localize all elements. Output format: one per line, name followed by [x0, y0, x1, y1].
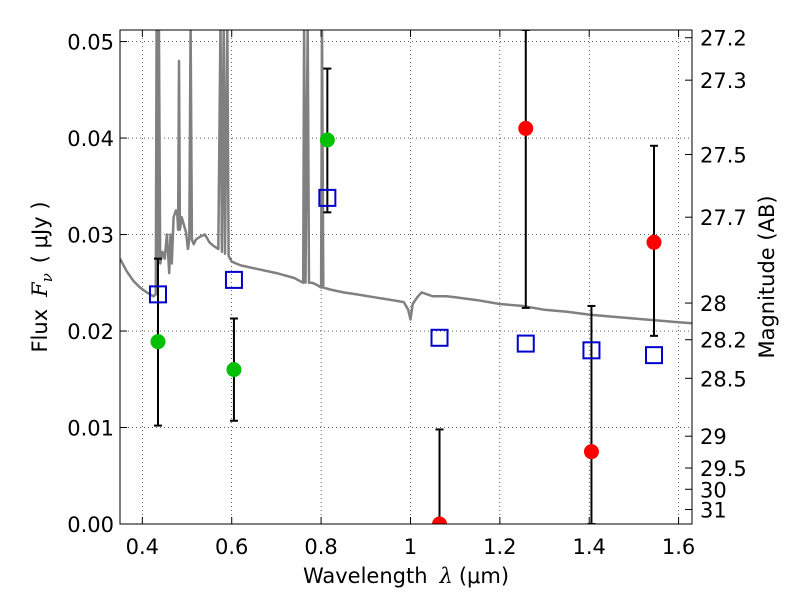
axes: 0.4 0.6 0.8 1 1.2 1.4 1.6 0.00 0.01 0.02 0.03 0.04 0… — [67, 27, 747, 559]
observed-flux-point — [646, 234, 662, 250]
y2-tick-label: 27.7 — [700, 206, 747, 230]
y2-tick-label: 27.3 — [700, 69, 747, 93]
x-tick-label: 1.6 — [662, 535, 695, 559]
y-axis-label: Flux — [28, 309, 52, 353]
x-axis-symbol: λ — [439, 564, 453, 588]
y-tick-label: 0.02 — [67, 320, 114, 344]
y2-tick-label: 29.5 — [700, 457, 747, 481]
y2-tick-label: 27.2 — [700, 27, 747, 51]
x-axis-label: Wavelength — [303, 564, 428, 588]
model-flux-square — [516, 334, 535, 353]
observed-flux-point — [518, 120, 534, 136]
y-tick-label: 0.01 — [67, 417, 114, 441]
model-flux-square — [645, 346, 664, 365]
x-axis-title: Wavelength λ (μm) — [303, 564, 509, 588]
y-tick-label: 0.00 — [67, 513, 114, 537]
model-flux-square — [430, 328, 449, 347]
y2-tick-label: 28 — [700, 292, 727, 316]
plot-area — [120, 30, 692, 524]
x-axis-unit: (μm) — [459, 564, 509, 588]
observed-flux-point — [432, 516, 448, 524]
y2-tick-label: 28.5 — [700, 367, 747, 391]
model-spectrum-line — [120, 30, 692, 325]
grid — [120, 30, 692, 525]
observed-flux-point — [583, 444, 599, 460]
y-axis-unit: ( μJy ) — [28, 201, 52, 263]
y2-axis-title: Magnitude (AB) — [755, 195, 779, 358]
model-flux-square — [224, 270, 243, 289]
x-tick-label: 1.2 — [483, 535, 516, 559]
y2-tick-label: 28.2 — [700, 329, 747, 353]
x-tick-label: 1 — [404, 535, 417, 559]
y-tick-label: 0.03 — [67, 224, 114, 248]
x-tick-label: 0.8 — [304, 535, 337, 559]
x-tick-label: 1.4 — [573, 535, 606, 559]
y-axis-title: Flux Fν ( μJy ) — [28, 201, 56, 352]
model-flux-square — [582, 341, 601, 360]
y2-tick-label: 30 — [700, 478, 727, 502]
y2-tick-label: 31 — [700, 499, 727, 523]
y2-tick-label: 27.5 — [700, 143, 747, 167]
y-tick-label: 0.04 — [67, 127, 114, 151]
plot-frame — [119, 29, 693, 525]
observed-flux-point — [319, 132, 335, 148]
y-tick-label: 0.05 — [67, 31, 114, 55]
y-axis-symbol: F — [28, 281, 52, 298]
model-flux-square — [318, 188, 337, 207]
x-tick-label: 0.4 — [126, 535, 159, 559]
y-axis-symbol-sub: ν — [38, 273, 56, 282]
model-flux-square — [148, 285, 167, 304]
observed-flux-point — [226, 362, 242, 378]
observed-flux-point — [150, 334, 166, 350]
x-tick-label: 0.6 — [215, 535, 248, 559]
y2-tick-label: 29 — [700, 425, 727, 449]
